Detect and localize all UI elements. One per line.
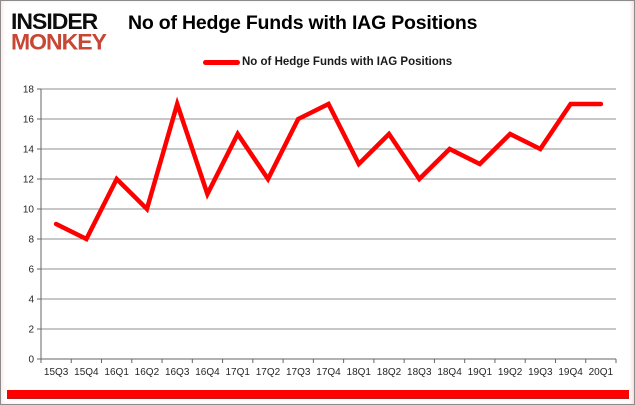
x-tick-label: 16Q1 — [104, 367, 129, 378]
y-tick-label: 16 — [23, 115, 35, 126]
y-tick-label: 8 — [28, 235, 34, 246]
logo-insider-text: INSIDER — [11, 8, 98, 34]
logo-monkey-text: MONKEY — [11, 29, 107, 55]
x-tick-label: 18Q3 — [407, 367, 432, 378]
legend-line-swatch — [203, 59, 240, 65]
y-tick-label: 4 — [28, 295, 34, 306]
x-tick-label: 19Q3 — [528, 367, 553, 378]
y-tick-label: 0 — [28, 355, 34, 366]
legend-label: No of Hedge Funds with IAG Positions — [242, 56, 453, 68]
insider-monkey-logo: INSIDER MONKEY — [11, 8, 107, 55]
chart-legend: No of Hedge Funds with IAG Positions — [203, 56, 452, 68]
x-tick-label: 19Q2 — [498, 367, 523, 378]
x-tick-label: 18Q4 — [437, 367, 462, 378]
x-tick-label: 19Q4 — [558, 367, 583, 378]
x-tick-label: 18Q2 — [377, 367, 402, 378]
x-tick-label: 17Q3 — [286, 367, 311, 378]
x-tick-label: 17Q2 — [256, 367, 281, 378]
y-tick-label: 10 — [23, 205, 35, 216]
brand-bottom-stripe — [7, 390, 629, 399]
y-tick-label: 18 — [23, 85, 35, 96]
x-tick-label: 16Q4 — [195, 367, 220, 378]
x-tick-label: 15Q4 — [74, 367, 99, 378]
y-tick-label: 14 — [23, 145, 35, 156]
x-tick-label: 18Q1 — [347, 367, 372, 378]
x-tick-label: 17Q4 — [316, 367, 341, 378]
chart-title: No of Hedge Funds with IAG Positions — [128, 12, 478, 34]
x-tick-label: 17Q1 — [225, 367, 250, 378]
y-tick-label: 12 — [23, 175, 35, 186]
x-tick-label: 20Q1 — [589, 367, 614, 378]
x-tick-label: 19Q1 — [468, 367, 493, 378]
x-tick-label: 16Q2 — [135, 367, 160, 378]
x-tick-label: 15Q3 — [44, 367, 69, 378]
y-tick-label: 6 — [28, 265, 34, 276]
x-tick-label: 16Q3 — [165, 367, 190, 378]
y-tick-label: 2 — [28, 325, 34, 336]
series-line — [53, 96, 604, 243]
